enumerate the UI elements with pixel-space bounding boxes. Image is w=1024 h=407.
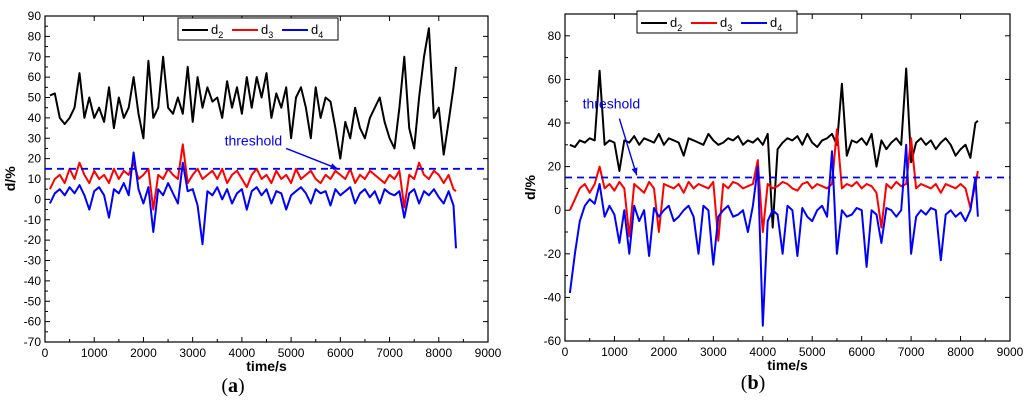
x-tick-label: 8000 bbox=[947, 345, 974, 359]
y-tick-label: -60 bbox=[24, 315, 42, 329]
x-tick-label: 2000 bbox=[130, 346, 157, 360]
y-tick-label: 10 bbox=[28, 172, 42, 186]
threshold-arrow bbox=[285, 147, 339, 170]
legend-label-base: d bbox=[670, 15, 677, 30]
y-tick-label: -50 bbox=[24, 294, 42, 308]
y-tick-label: -20 bbox=[24, 233, 42, 247]
y-axis-title: d/% bbox=[2, 166, 18, 191]
panel-label-letter: b bbox=[747, 372, 758, 394]
legend-label-sub: 4 bbox=[318, 30, 323, 40]
x-tick-label: 8000 bbox=[425, 346, 452, 360]
y-tick-label: 30 bbox=[28, 131, 42, 145]
x-tick-label: 0 bbox=[562, 345, 569, 359]
x-tick-label: 5000 bbox=[278, 346, 305, 360]
plot-area bbox=[568, 67, 979, 327]
panel-label-open: ( bbox=[221, 375, 228, 397]
series-line-d2 bbox=[49, 27, 457, 160]
legend-label-base: d bbox=[770, 15, 777, 30]
y-tick-label: 50 bbox=[28, 91, 42, 105]
y-tick-label: 20 bbox=[28, 152, 42, 166]
panel-label-letter: a bbox=[228, 375, 238, 397]
legend: d2 d3 d4 bbox=[177, 17, 339, 41]
y-tick-label: -10 bbox=[24, 213, 42, 227]
panel-label-close: ) bbox=[759, 372, 766, 394]
legend-label-base: d bbox=[311, 22, 318, 37]
legend-label-base: d bbox=[261, 22, 268, 37]
x-tick-label: 7000 bbox=[898, 345, 925, 359]
legend-label-sub: 2 bbox=[677, 23, 682, 33]
y-tick-label: -20 bbox=[544, 247, 562, 261]
threshold-label: threshold bbox=[583, 96, 641, 112]
x-tick-label: 3000 bbox=[179, 346, 206, 360]
threshold-arrowhead bbox=[329, 163, 338, 170]
legend-label-sub: 4 bbox=[777, 23, 782, 33]
series-line-d3 bbox=[568, 128, 979, 242]
legend-label-base: d bbox=[211, 22, 218, 37]
x-tick-label: 9000 bbox=[475, 346, 502, 360]
legend-label-sub: 3 bbox=[727, 23, 732, 33]
x-tick-label: 6000 bbox=[848, 345, 875, 359]
x-tick-label: 1000 bbox=[601, 345, 628, 359]
series-line-d3 bbox=[48, 143, 457, 211]
y-axis-title: d/% bbox=[522, 175, 538, 200]
plot-area bbox=[48, 27, 457, 249]
x-tick-label: 4000 bbox=[749, 345, 776, 359]
y-tick-label: 0 bbox=[34, 192, 41, 206]
y-tick-label: 0 bbox=[554, 203, 561, 217]
x-tick-label: 0 bbox=[42, 346, 49, 360]
y-tick-label: 40 bbox=[548, 116, 562, 130]
threshold-arrowhead bbox=[631, 167, 638, 176]
y-tick-label: 70 bbox=[28, 50, 42, 64]
y-tick-label: -60 bbox=[544, 334, 562, 348]
series-line-d4 bbox=[48, 151, 457, 249]
x-tick-label: 9000 bbox=[997, 345, 1024, 359]
series-line-d4 bbox=[568, 143, 979, 327]
panel-label-open: ( bbox=[741, 372, 748, 394]
y-tick-label: -30 bbox=[24, 254, 42, 268]
legend-label-sub: 3 bbox=[268, 30, 273, 40]
x-tick-label: 6000 bbox=[327, 346, 354, 360]
legend-label-d3: d3 bbox=[720, 15, 732, 33]
y-tick-label: 60 bbox=[548, 72, 562, 86]
y-tick-label: 40 bbox=[28, 111, 42, 125]
legend-label-d2: d2 bbox=[211, 22, 223, 40]
x-tick-label: 7000 bbox=[376, 346, 403, 360]
y-tick-label: 80 bbox=[548, 29, 562, 43]
panel-label: (a) bbox=[221, 375, 244, 397]
y-tick-label: 20 bbox=[548, 160, 562, 174]
legend-label-sub: 2 bbox=[218, 30, 223, 40]
x-tick-label: 2000 bbox=[651, 345, 678, 359]
legend-label-d2: d2 bbox=[670, 15, 682, 33]
y-tick-label: -40 bbox=[24, 274, 42, 288]
legend-label-d4: d4 bbox=[770, 15, 782, 33]
threshold-arrow bbox=[618, 118, 638, 176]
legend-label-d3: d3 bbox=[261, 22, 273, 40]
chart-panel-b: 0 1000 2000 3000 4000 5000 6000 7000 8000 9000 -60… bbox=[522, 10, 1024, 394]
series-line-d2 bbox=[569, 67, 979, 229]
y-tick-label: 60 bbox=[28, 70, 42, 84]
x-axis-title: time/s bbox=[767, 357, 808, 373]
legend-label-base: d bbox=[720, 15, 727, 30]
legend: d2 d3 d4 bbox=[636, 10, 798, 34]
y-tick-label: -70 bbox=[24, 335, 42, 349]
x-tick-label: 5000 bbox=[799, 345, 826, 359]
x-axis-title: time/s bbox=[246, 358, 287, 374]
panel-label: (b) bbox=[741, 372, 765, 394]
chart-panel-a: 0 1000 2000 3000 4000 5000 6000 7000 8000 9000 -70… bbox=[2, 9, 502, 397]
panel-label-close: ) bbox=[238, 375, 245, 397]
x-tick-label: 1000 bbox=[81, 346, 108, 360]
x-tick-label: 4000 bbox=[229, 346, 256, 360]
y-tick-label: 80 bbox=[28, 29, 42, 43]
y-tick-label: 90 bbox=[28, 9, 42, 23]
y-tick-label: -40 bbox=[544, 290, 562, 304]
threshold-label: threshold bbox=[225, 132, 283, 148]
x-tick-label: 3000 bbox=[700, 345, 727, 359]
legend-label-d4: d4 bbox=[311, 22, 323, 40]
